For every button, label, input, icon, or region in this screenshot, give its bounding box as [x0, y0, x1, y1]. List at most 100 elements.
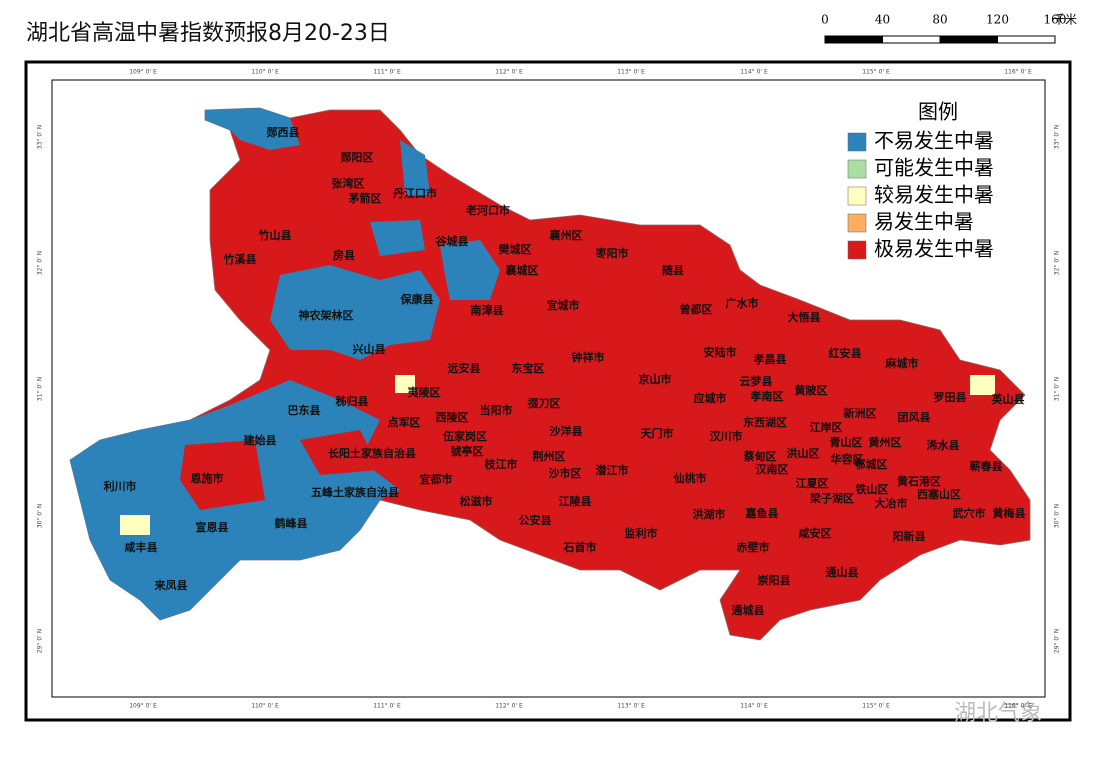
longitude-label: 114° 0' E	[740, 69, 768, 76]
place-label: 蕲春县	[970, 459, 1003, 473]
latitude-label: 33° 0' N	[37, 125, 44, 149]
place-label: 西塞山区	[917, 487, 961, 501]
place-label: 襄城区	[505, 263, 539, 277]
place-label: 大悟县	[788, 310, 821, 324]
mid-risk-patches	[120, 375, 995, 535]
place-label: 咸丰县	[125, 540, 158, 554]
latitude-label: 31° 0' N	[37, 377, 44, 401]
scale-segment	[939, 35, 998, 44]
place-label: 新洲区	[844, 406, 877, 420]
latitude-label: 31° 0' N	[1054, 377, 1061, 401]
place-label: 房县	[333, 248, 355, 262]
legend-label: 不易发生中暑	[874, 129, 994, 153]
longitude-label: 113° 0' E	[617, 703, 645, 710]
area	[270, 265, 440, 360]
place-label: 团风县	[898, 410, 931, 424]
area	[205, 108, 300, 150]
place-label: 利川市	[104, 479, 137, 493]
longitude-label: 111° 0' E	[373, 703, 401, 710]
place-label: 来凤县	[154, 578, 188, 592]
place-label: 秭归县	[336, 394, 369, 408]
scale-unit: 千米	[1053, 13, 1077, 27]
place-label: 黄陂区	[795, 383, 828, 397]
longitude-label: 116° 0' E	[1004, 69, 1032, 76]
place-label: 安陆市	[704, 345, 737, 359]
place-label: 郧西县	[267, 126, 300, 139]
place-label: 潜江市	[596, 463, 629, 477]
longitude-label: 116° 0' E	[1004, 703, 1032, 710]
legend-swatch	[847, 186, 867, 206]
place-label: 东宝区	[512, 361, 545, 375]
area	[440, 240, 500, 300]
place-label: 宣恩县	[196, 520, 229, 534]
place-label: 咸安区	[799, 526, 832, 540]
place-label: 东西湖区	[743, 415, 787, 429]
latitude-label: 30° 0' N	[1054, 504, 1061, 528]
place-label: 嘉鱼县	[745, 506, 779, 520]
area	[370, 220, 425, 256]
latitude-label: 30° 0' N	[37, 504, 44, 528]
place-label: 鄂城区	[855, 457, 888, 471]
place-label: 五峰土家族自治县	[311, 485, 399, 499]
place-label: 当阳市	[480, 403, 513, 417]
place-label: 江夏区	[796, 476, 829, 490]
high-risk-patches	[180, 430, 380, 510]
scale-segment	[824, 35, 883, 44]
longitude-label: 109° 0' E	[129, 703, 157, 710]
place-label: 竹山县	[258, 228, 292, 242]
place-label: 沙市区	[549, 466, 582, 480]
longitude-label: 115° 0' E	[862, 69, 890, 76]
scale-segment	[997, 35, 1056, 44]
place-label: 云梦县	[740, 374, 773, 388]
place-label: 恩施市	[191, 471, 224, 485]
place-label: 曾都区	[680, 302, 713, 316]
outer-frame	[24, 60, 1072, 722]
place-label: 掇刀区	[528, 396, 561, 410]
place-label: 黄石港区	[897, 474, 941, 488]
place-label: 麻城市	[885, 356, 919, 370]
place-label: 汉南区	[756, 462, 789, 476]
place-label: 大冶市	[875, 496, 908, 510]
longitude-label: 110° 0' E	[251, 703, 279, 710]
place-label: 竹溪县	[223, 252, 257, 266]
longitude-label: 109° 0' E	[129, 69, 157, 76]
legend-swatch	[847, 213, 867, 233]
place-label: 蔡甸区	[743, 449, 777, 463]
area	[120, 515, 150, 535]
place-label: 老河口市	[465, 203, 510, 217]
place-label: 枣阳市	[595, 246, 629, 260]
longitude-label: 113° 0' E	[617, 69, 645, 76]
place-label: 黄州区	[869, 435, 902, 449]
place-label: 公安县	[519, 513, 552, 527]
place-label: 洪山区	[787, 446, 820, 460]
longitude-label: 111° 0' E	[373, 69, 401, 76]
place-label: 建始县	[244, 433, 277, 447]
place-label: 谷城县	[436, 234, 469, 248]
place-label: 广水市	[726, 296, 759, 310]
place-label: 天门市	[641, 426, 674, 440]
place-label: 南漳县	[471, 303, 504, 317]
title: 湖北省高温中暑指数预报8月20-23日	[26, 21, 390, 46]
place-label: 钟祥市	[572, 350, 605, 364]
place-label: 赤壁市	[737, 540, 770, 554]
place-label: 孝昌县	[753, 352, 787, 366]
place-label: 宜城市	[547, 298, 580, 312]
place-label: 张湾区	[332, 176, 365, 190]
place-label: 茅箭区	[349, 191, 382, 205]
legend-label: 极易发生中暑	[874, 237, 994, 261]
place-label: 青山区	[830, 435, 863, 449]
place-label: 洪湖市	[693, 507, 726, 521]
latitude-label: 32° 0' N	[1054, 251, 1061, 275]
place-label: 西陵区	[436, 410, 469, 424]
place-label: 远安县	[448, 361, 481, 375]
place-label: 汉川市	[710, 429, 743, 443]
place-label: 武穴市	[953, 506, 986, 520]
place-label: 樊城区	[499, 242, 532, 256]
legend-label: 易发生中暑	[874, 210, 974, 234]
place-label: 崇阳县	[758, 573, 791, 587]
scale-label: 80	[932, 13, 947, 27]
scale-segment	[882, 35, 941, 44]
place-label: 浠水县	[927, 438, 960, 452]
